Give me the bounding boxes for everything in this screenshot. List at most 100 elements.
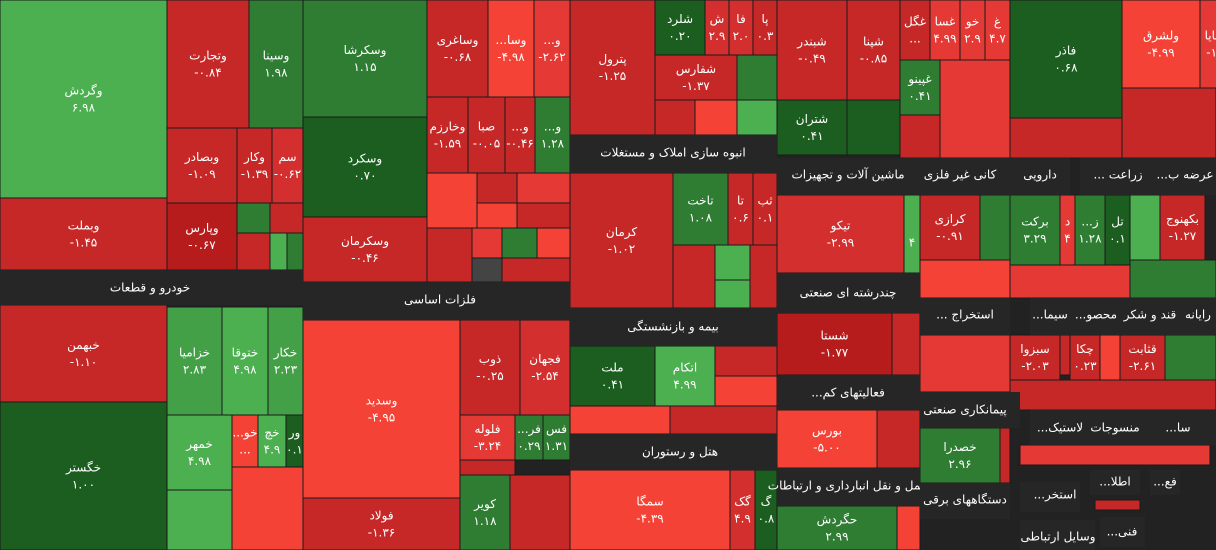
tile xyxy=(1009,194,1061,266)
sector-bar xyxy=(1090,470,1140,495)
tile-change: -۰.۲۵ xyxy=(476,369,503,383)
tile-change: -۱.۲۵ xyxy=(599,69,626,83)
sector-bar xyxy=(1150,158,1216,195)
tile-change: ۴.۹۹ xyxy=(673,378,696,392)
tile-symbol: د xyxy=(1065,215,1070,229)
cell xyxy=(896,505,921,550)
tile-change: -۲.۶۲ xyxy=(538,50,565,64)
tile-symbol: تل xyxy=(1111,215,1123,229)
tile xyxy=(654,345,716,407)
sector-label: کانی غیر فلزی xyxy=(924,168,997,183)
cell xyxy=(536,227,571,259)
tile xyxy=(248,0,304,129)
sector-bar xyxy=(570,308,777,346)
tile-change: -۰.۶۲ xyxy=(274,167,301,181)
tile xyxy=(727,172,754,246)
tile-symbol: غسا xyxy=(935,15,956,29)
tile-symbol: ولشرق xyxy=(1143,29,1179,44)
tile-symbol: وپارس xyxy=(185,221,218,236)
tile xyxy=(504,96,536,174)
tile-change: ۲.۹۹ xyxy=(825,530,848,544)
cell xyxy=(1121,87,1216,159)
tile-symbol: فاذر xyxy=(1055,44,1077,59)
tile-change: -۱.۳۶ xyxy=(368,526,395,540)
tile-symbol: شبندر xyxy=(796,35,826,50)
tile-change: ۲.۹ xyxy=(709,29,726,43)
sector-bar xyxy=(1180,298,1216,335)
tile-symbol: وخارزم xyxy=(430,120,466,135)
tile-change: -۲.۰۳ xyxy=(1021,359,1049,373)
tile-symbol: خو xyxy=(965,15,980,30)
tile xyxy=(776,0,848,101)
tile xyxy=(752,172,778,246)
sector-label: قند و شکر xyxy=(1123,308,1176,323)
tile xyxy=(166,306,223,416)
tile-change: -۱.۴۵ xyxy=(70,236,97,250)
sector-bar xyxy=(1150,470,1180,495)
tile xyxy=(302,216,428,283)
tile-change: -۱.۳۹ xyxy=(241,167,268,181)
tile-change: -۱.۹۶ xyxy=(1206,46,1216,60)
cell xyxy=(1129,259,1216,299)
tile-change: ۰.۱ xyxy=(286,443,303,457)
tile-change: ۴ xyxy=(1064,232,1070,246)
tile xyxy=(533,0,571,98)
tile xyxy=(569,0,656,136)
tile xyxy=(654,54,738,101)
tile xyxy=(542,414,571,461)
tile-change: ۱.۱۸ xyxy=(473,514,497,528)
tile xyxy=(166,127,238,204)
tile-change: -۰.۸۴ xyxy=(194,66,221,80)
tile xyxy=(166,0,250,129)
tile xyxy=(285,414,304,468)
tile xyxy=(846,0,901,101)
tile-change: ۴.۹ xyxy=(734,512,751,526)
cell xyxy=(459,459,516,476)
tile-symbol: ولسایا xyxy=(1205,29,1216,44)
cell xyxy=(876,409,921,469)
sector-bar xyxy=(1140,410,1216,445)
tile-change: -۱.۰۲ xyxy=(608,242,635,256)
cell xyxy=(979,194,1011,261)
sector-label: سا... xyxy=(1165,421,1190,435)
tile-symbol: شپنا xyxy=(863,35,884,49)
tile-change: ۲.۹۶ xyxy=(948,457,971,471)
tile xyxy=(728,0,754,56)
sector-label: زراعت ... xyxy=(1093,168,1142,183)
tile xyxy=(984,0,1011,61)
sector-bar xyxy=(777,158,920,195)
tile-symbol: فر... xyxy=(517,422,541,437)
sector-bar xyxy=(1075,298,1120,335)
tile-symbol: و... xyxy=(544,120,561,135)
tile-change: ۰.۱ xyxy=(1109,232,1126,246)
cell xyxy=(654,99,696,136)
tile-symbol: گ xyxy=(761,495,772,509)
tile xyxy=(776,99,848,156)
tile xyxy=(1009,0,1123,119)
sector-bar xyxy=(777,375,920,410)
sector-bar xyxy=(303,282,570,320)
cell xyxy=(1099,334,1121,381)
tile xyxy=(302,497,461,550)
tile-change: ۴.۹۹ xyxy=(933,32,956,46)
tile-change: -۵.۰۰ xyxy=(813,441,840,455)
tile-symbol: و... xyxy=(511,120,528,135)
tile-change: -۰.۸۵ xyxy=(860,52,887,66)
tile xyxy=(919,194,981,261)
tile-symbol: اتکام xyxy=(673,361,697,375)
tile xyxy=(903,194,921,274)
cell xyxy=(1009,117,1123,159)
tile xyxy=(569,172,674,309)
tile-change: -۰.۹۱ xyxy=(936,229,963,243)
tile-change: ۱.۱۵ xyxy=(353,60,376,74)
tile-symbol: غگل xyxy=(904,15,926,29)
cell xyxy=(669,405,778,435)
sector-bar xyxy=(920,158,1010,195)
tile-change: -۱.۳۷ xyxy=(682,79,710,93)
tile-change: ۰.۲۰ xyxy=(668,29,691,43)
cell xyxy=(471,257,503,283)
tile xyxy=(654,0,706,56)
tile-change: ۴.۷ xyxy=(989,32,1006,46)
tile-change: -۰.۶۷ xyxy=(188,238,216,252)
